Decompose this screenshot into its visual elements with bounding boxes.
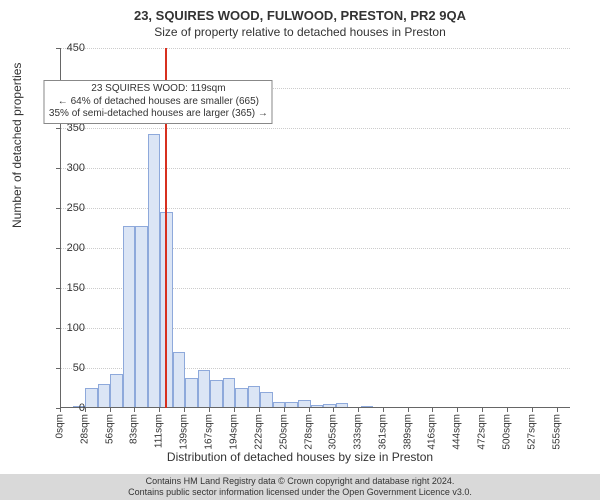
x-tick-label: 361sqm [378,414,389,450]
x-tick-label: 28sqm [80,414,91,444]
gridline [60,208,570,209]
histogram-bar [85,388,98,408]
histogram-bar [198,370,211,408]
x-tick-mark [85,408,86,412]
x-tick-mark [482,408,483,412]
histogram-bar [98,384,111,408]
gridline [60,48,570,49]
chart-title-sub: Size of property relative to detached ho… [0,23,600,39]
chart-title-main: 23, SQUIRES WOOD, FULWOOD, PRESTON, PR2 … [0,0,600,23]
histogram-bar [185,378,198,408]
x-tick-label: 194sqm [228,414,239,450]
histogram-bar [110,374,123,408]
x-tick-mark [333,408,334,412]
footer-line-2: Contains public sector information licen… [4,487,596,498]
x-tick-label: 222sqm [253,414,264,450]
histogram-bar [148,134,161,408]
x-tick-label: 250sqm [278,414,289,450]
x-tick-label: 389sqm [403,414,414,450]
x-tick-label: 527sqm [526,414,537,450]
x-tick-label: 444sqm [452,414,463,450]
x-tick-label: 555sqm [551,414,562,450]
y-tick-label: 150 [45,282,85,294]
x-tick-mark [259,408,260,412]
x-tick-label: 0sqm [55,414,66,438]
x-tick-mark [358,408,359,412]
footer-attribution: Contains HM Land Registry data © Crown c… [0,474,600,500]
x-tick-label: 111sqm [154,414,165,448]
x-tick-label: 56sqm [105,414,116,444]
x-tick-mark [432,408,433,412]
x-tick-label: 139sqm [179,414,190,450]
x-tick-mark [408,408,409,412]
y-tick-label: 350 [45,122,85,134]
histogram-bar [260,392,273,408]
gridline [60,128,570,129]
histogram-bar [123,226,136,408]
chart-container: 23, SQUIRES WOOD, FULWOOD, PRESTON, PR2 … [0,0,600,500]
x-tick-mark [209,408,210,412]
x-tick-mark [134,408,135,412]
histogram-bar [235,388,248,408]
histogram-bar [223,378,236,408]
x-tick-mark [457,408,458,412]
gridline [60,168,570,169]
histogram-bar [248,386,261,408]
y-tick-label: 300 [45,162,85,174]
y-tick-label: 0 [45,402,85,414]
annotation-line: 35% of semi-detached houses are larger (… [49,108,268,121]
annotation-line: ← 64% of detached houses are smaller (66… [49,96,268,109]
y-tick-label: 450 [45,42,85,54]
annotation-box: 23 SQUIRES WOOD: 119sqm← 64% of detached… [44,80,273,124]
x-tick-label: 83sqm [129,414,140,444]
x-tick-mark [284,408,285,412]
footer-line-1: Contains HM Land Registry data © Crown c… [4,476,596,487]
y-tick-label: 50 [45,362,85,374]
x-tick-mark [507,408,508,412]
y-tick-label: 250 [45,202,85,214]
x-tick-label: 167sqm [204,414,215,450]
x-axis-label: Distribution of detached houses by size … [0,450,600,464]
x-tick-label: 333sqm [352,414,363,450]
y-tick-label: 100 [45,322,85,334]
x-tick-mark [184,408,185,412]
x-tick-label: 472sqm [477,414,488,450]
y-tick-label: 200 [45,242,85,254]
x-tick-mark [234,408,235,412]
x-tick-label: 305sqm [327,414,338,450]
x-tick-mark [159,408,160,412]
histogram-bar [173,352,186,408]
x-tick-mark [557,408,558,412]
y-axis-label: Number of detached properties [10,63,24,228]
x-tick-mark [532,408,533,412]
x-tick-label: 416sqm [427,414,438,450]
plot-area: 23 SQUIRES WOOD: 119sqm← 64% of detached… [60,48,570,408]
histogram-bar [210,380,223,408]
x-tick-mark [383,408,384,412]
annotation-line: 23 SQUIRES WOOD: 119sqm [49,83,268,96]
x-tick-label: 278sqm [303,414,314,450]
histogram-bar [135,226,148,408]
x-axis [60,407,570,408]
x-tick-mark [309,408,310,412]
x-tick-mark [110,408,111,412]
x-tick-label: 500sqm [502,414,513,450]
